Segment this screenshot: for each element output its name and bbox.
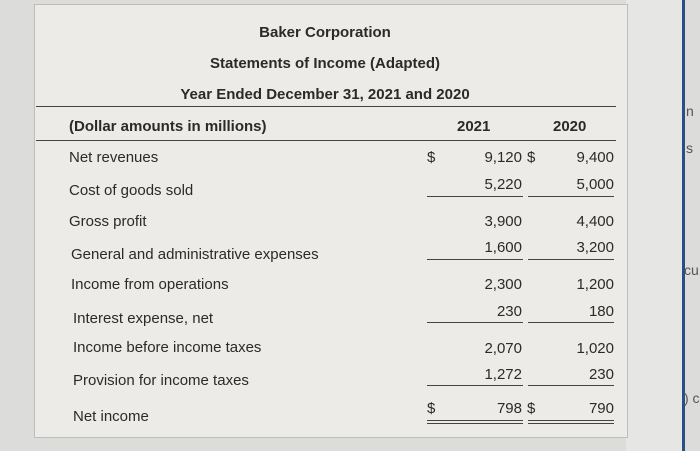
total-underline xyxy=(427,385,523,386)
value-2021: 1,600 xyxy=(484,239,522,256)
row-label: Income from operations xyxy=(71,276,229,293)
side-fragment: s xyxy=(686,140,693,156)
row-label: Interest expense, net xyxy=(73,310,214,327)
column-label-header: (Dollar amounts in millions) xyxy=(69,118,267,135)
column-2020: 2020 xyxy=(553,118,587,135)
total-underline xyxy=(528,423,614,424)
total-underline xyxy=(427,322,523,323)
total-underline xyxy=(528,196,614,197)
currency-symbol: $ xyxy=(527,149,536,166)
currency-symbol: $ xyxy=(427,400,436,417)
row-label: Income before income taxes xyxy=(73,339,262,356)
value-2020: 4,400 xyxy=(576,213,614,230)
header-divider xyxy=(36,106,616,107)
value-2021: 230 xyxy=(496,303,522,320)
total-underline xyxy=(427,259,523,260)
statement-period: Year Ended December 31, 2021 and 2020 xyxy=(180,86,470,103)
side-fragment: n xyxy=(686,103,694,119)
total-underline xyxy=(528,420,614,421)
total-underline xyxy=(528,322,614,323)
total-underline xyxy=(528,259,614,260)
row-label: Gross profit xyxy=(69,213,147,230)
value-2021: 2,300 xyxy=(484,276,522,293)
total-underline xyxy=(427,423,523,424)
value-2020: 1,020 xyxy=(576,340,614,357)
value-2021: 798 xyxy=(496,400,522,417)
value-2020: 180 xyxy=(588,303,614,320)
income-statement-panel xyxy=(34,4,628,438)
row-label: Net revenues xyxy=(69,149,159,166)
value-2020: 230 xyxy=(588,366,614,383)
value-2021: 1,272 xyxy=(484,366,522,383)
row-label: Cost of goods sold xyxy=(69,182,194,199)
column-header-divider xyxy=(36,140,616,141)
value-2020: 1,200 xyxy=(576,276,614,293)
value-2020: 790 xyxy=(588,400,614,417)
background-page xyxy=(626,0,682,451)
value-2020: 9,400 xyxy=(576,149,614,166)
side-fragment: cu xyxy=(684,262,699,278)
value-2021: 5,220 xyxy=(484,176,522,193)
value-2021: 9,120 xyxy=(484,149,522,166)
total-underline xyxy=(427,196,523,197)
column-2021: 2021 xyxy=(457,118,491,135)
total-underline xyxy=(528,385,614,386)
page-border-line xyxy=(682,0,685,451)
row-label: Net income xyxy=(73,408,149,425)
value-2021: 3,900 xyxy=(484,213,522,230)
currency-symbol: $ xyxy=(527,400,536,417)
currency-symbol: $ xyxy=(427,149,436,166)
value-2020: 5,000 xyxy=(576,176,614,193)
side-fragment: ) c xyxy=(684,390,700,406)
value-2021: 2,070 xyxy=(484,340,522,357)
statement-title: Statements of Income (Adapted) xyxy=(209,55,441,72)
value-2020: 3,200 xyxy=(576,239,614,256)
row-label: Provision for income taxes xyxy=(73,372,249,389)
row-label: General and administrative expenses xyxy=(71,246,319,263)
company-name: Baker Corporation xyxy=(259,24,391,41)
total-underline xyxy=(427,420,523,421)
